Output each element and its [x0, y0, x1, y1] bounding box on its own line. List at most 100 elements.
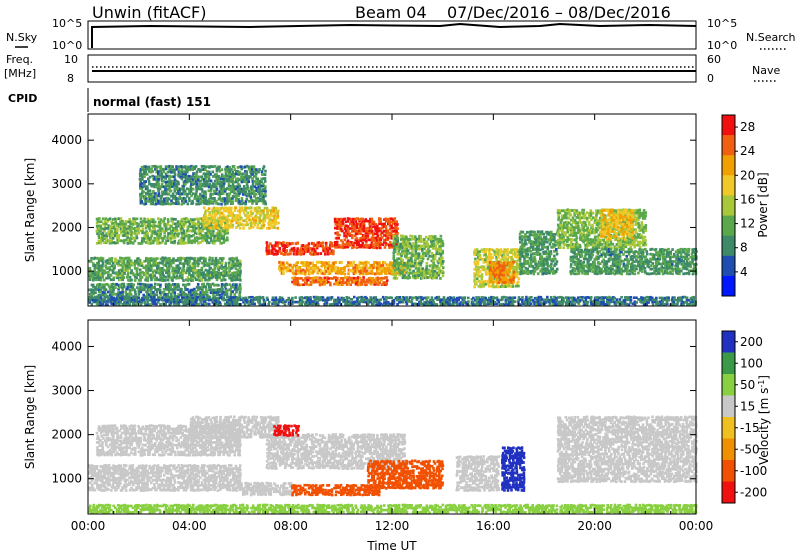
power-cell	[524, 262, 528, 265]
power-cell	[123, 269, 126, 272]
power-cell	[292, 278, 296, 282]
power-cell	[506, 264, 509, 268]
power-cell	[316, 280, 319, 284]
power-cell	[308, 247, 312, 250]
power-cell	[197, 226, 200, 230]
power-cell	[441, 271, 445, 274]
power-cell	[381, 225, 385, 228]
power-cell	[297, 271, 300, 275]
power-cell	[126, 269, 130, 273]
power-cell	[121, 261, 125, 265]
power-cell	[169, 285, 173, 289]
power-cell	[376, 238, 379, 242]
power-cell	[151, 286, 155, 289]
power-cell	[151, 241, 155, 245]
power-cell	[488, 278, 491, 281]
power-cell	[620, 248, 623, 251]
power-cell	[314, 264, 317, 268]
power-cell	[228, 269, 231, 273]
power-cell	[374, 239, 378, 242]
power-cell	[211, 232, 215, 236]
power-cell	[597, 209, 600, 213]
power-cell	[390, 268, 394, 272]
power-cell	[607, 245, 610, 249]
power-cell	[476, 260, 480, 264]
power-cell	[92, 262, 95, 266]
power-cell	[163, 259, 166, 262]
power-cell	[142, 272, 146, 275]
power-cell	[419, 271, 423, 274]
power-cell	[473, 267, 476, 271]
power-cell	[508, 270, 512, 274]
power-cell	[517, 263, 520, 266]
power-cell	[160, 291, 164, 294]
power-cell	[172, 288, 175, 292]
power-cell	[387, 268, 391, 272]
power-cell	[613, 250, 616, 253]
power-cell	[94, 273, 97, 277]
power-cell	[593, 246, 596, 250]
power-cell	[552, 259, 555, 263]
power-cell	[624, 258, 627, 261]
power-cell	[95, 276, 99, 279]
power-cell	[540, 255, 544, 259]
power-cell	[575, 241, 578, 245]
power-cell	[238, 290, 242, 294]
power-cell	[106, 295, 110, 298]
power-cell	[566, 236, 570, 239]
power-cell	[595, 258, 598, 261]
power-cell	[101, 236, 104, 240]
power-cell	[606, 223, 609, 227]
power-cell	[602, 209, 605, 212]
power-cell	[488, 268, 492, 272]
power-cell	[582, 265, 585, 268]
power-cell	[529, 233, 533, 237]
power-cell	[141, 222, 144, 225]
power-cell	[341, 229, 344, 233]
power-cell	[496, 276, 499, 279]
power-cell	[136, 229, 139, 232]
power-cell	[147, 266, 151, 270]
power-cell	[117, 239, 121, 242]
power-cell	[524, 235, 528, 239]
power-cell	[493, 263, 497, 267]
power-cell	[414, 258, 417, 262]
power-cell	[518, 235, 522, 239]
power-cell	[492, 273, 496, 276]
power-cell	[127, 239, 130, 243]
power-cell	[493, 285, 496, 289]
power-cell	[157, 229, 160, 233]
power-cell	[356, 266, 359, 270]
power-cell	[360, 269, 363, 273]
power-cell	[515, 284, 518, 288]
power-cell	[612, 252, 616, 256]
power-cell	[226, 216, 229, 219]
power-cell	[280, 263, 283, 267]
power-cell	[323, 272, 327, 276]
power-cell	[148, 229, 152, 232]
power-cell	[128, 293, 131, 297]
power-cell	[353, 276, 356, 280]
power-cell	[123, 264, 126, 268]
power-cell	[626, 257, 629, 261]
power-cell	[335, 282, 338, 286]
power-cell	[216, 229, 220, 233]
power-cell	[438, 266, 441, 270]
power-cell	[238, 293, 241, 296]
power-cell	[326, 249, 330, 253]
power-cell	[656, 262, 659, 266]
power-cell	[403, 263, 407, 267]
power-cell	[605, 262, 609, 265]
power-cell	[353, 280, 356, 284]
power-cell	[355, 277, 358, 280]
power-cell	[435, 252, 439, 255]
power-cell	[137, 242, 141, 245]
power-cell	[267, 208, 271, 212]
power-cell	[155, 264, 158, 267]
power-cell	[209, 236, 213, 240]
power-cell	[573, 256, 577, 259]
power-cell	[336, 236, 339, 240]
power-cell	[541, 244, 544, 248]
power-cell	[358, 238, 361, 242]
power-cell	[204, 237, 207, 240]
